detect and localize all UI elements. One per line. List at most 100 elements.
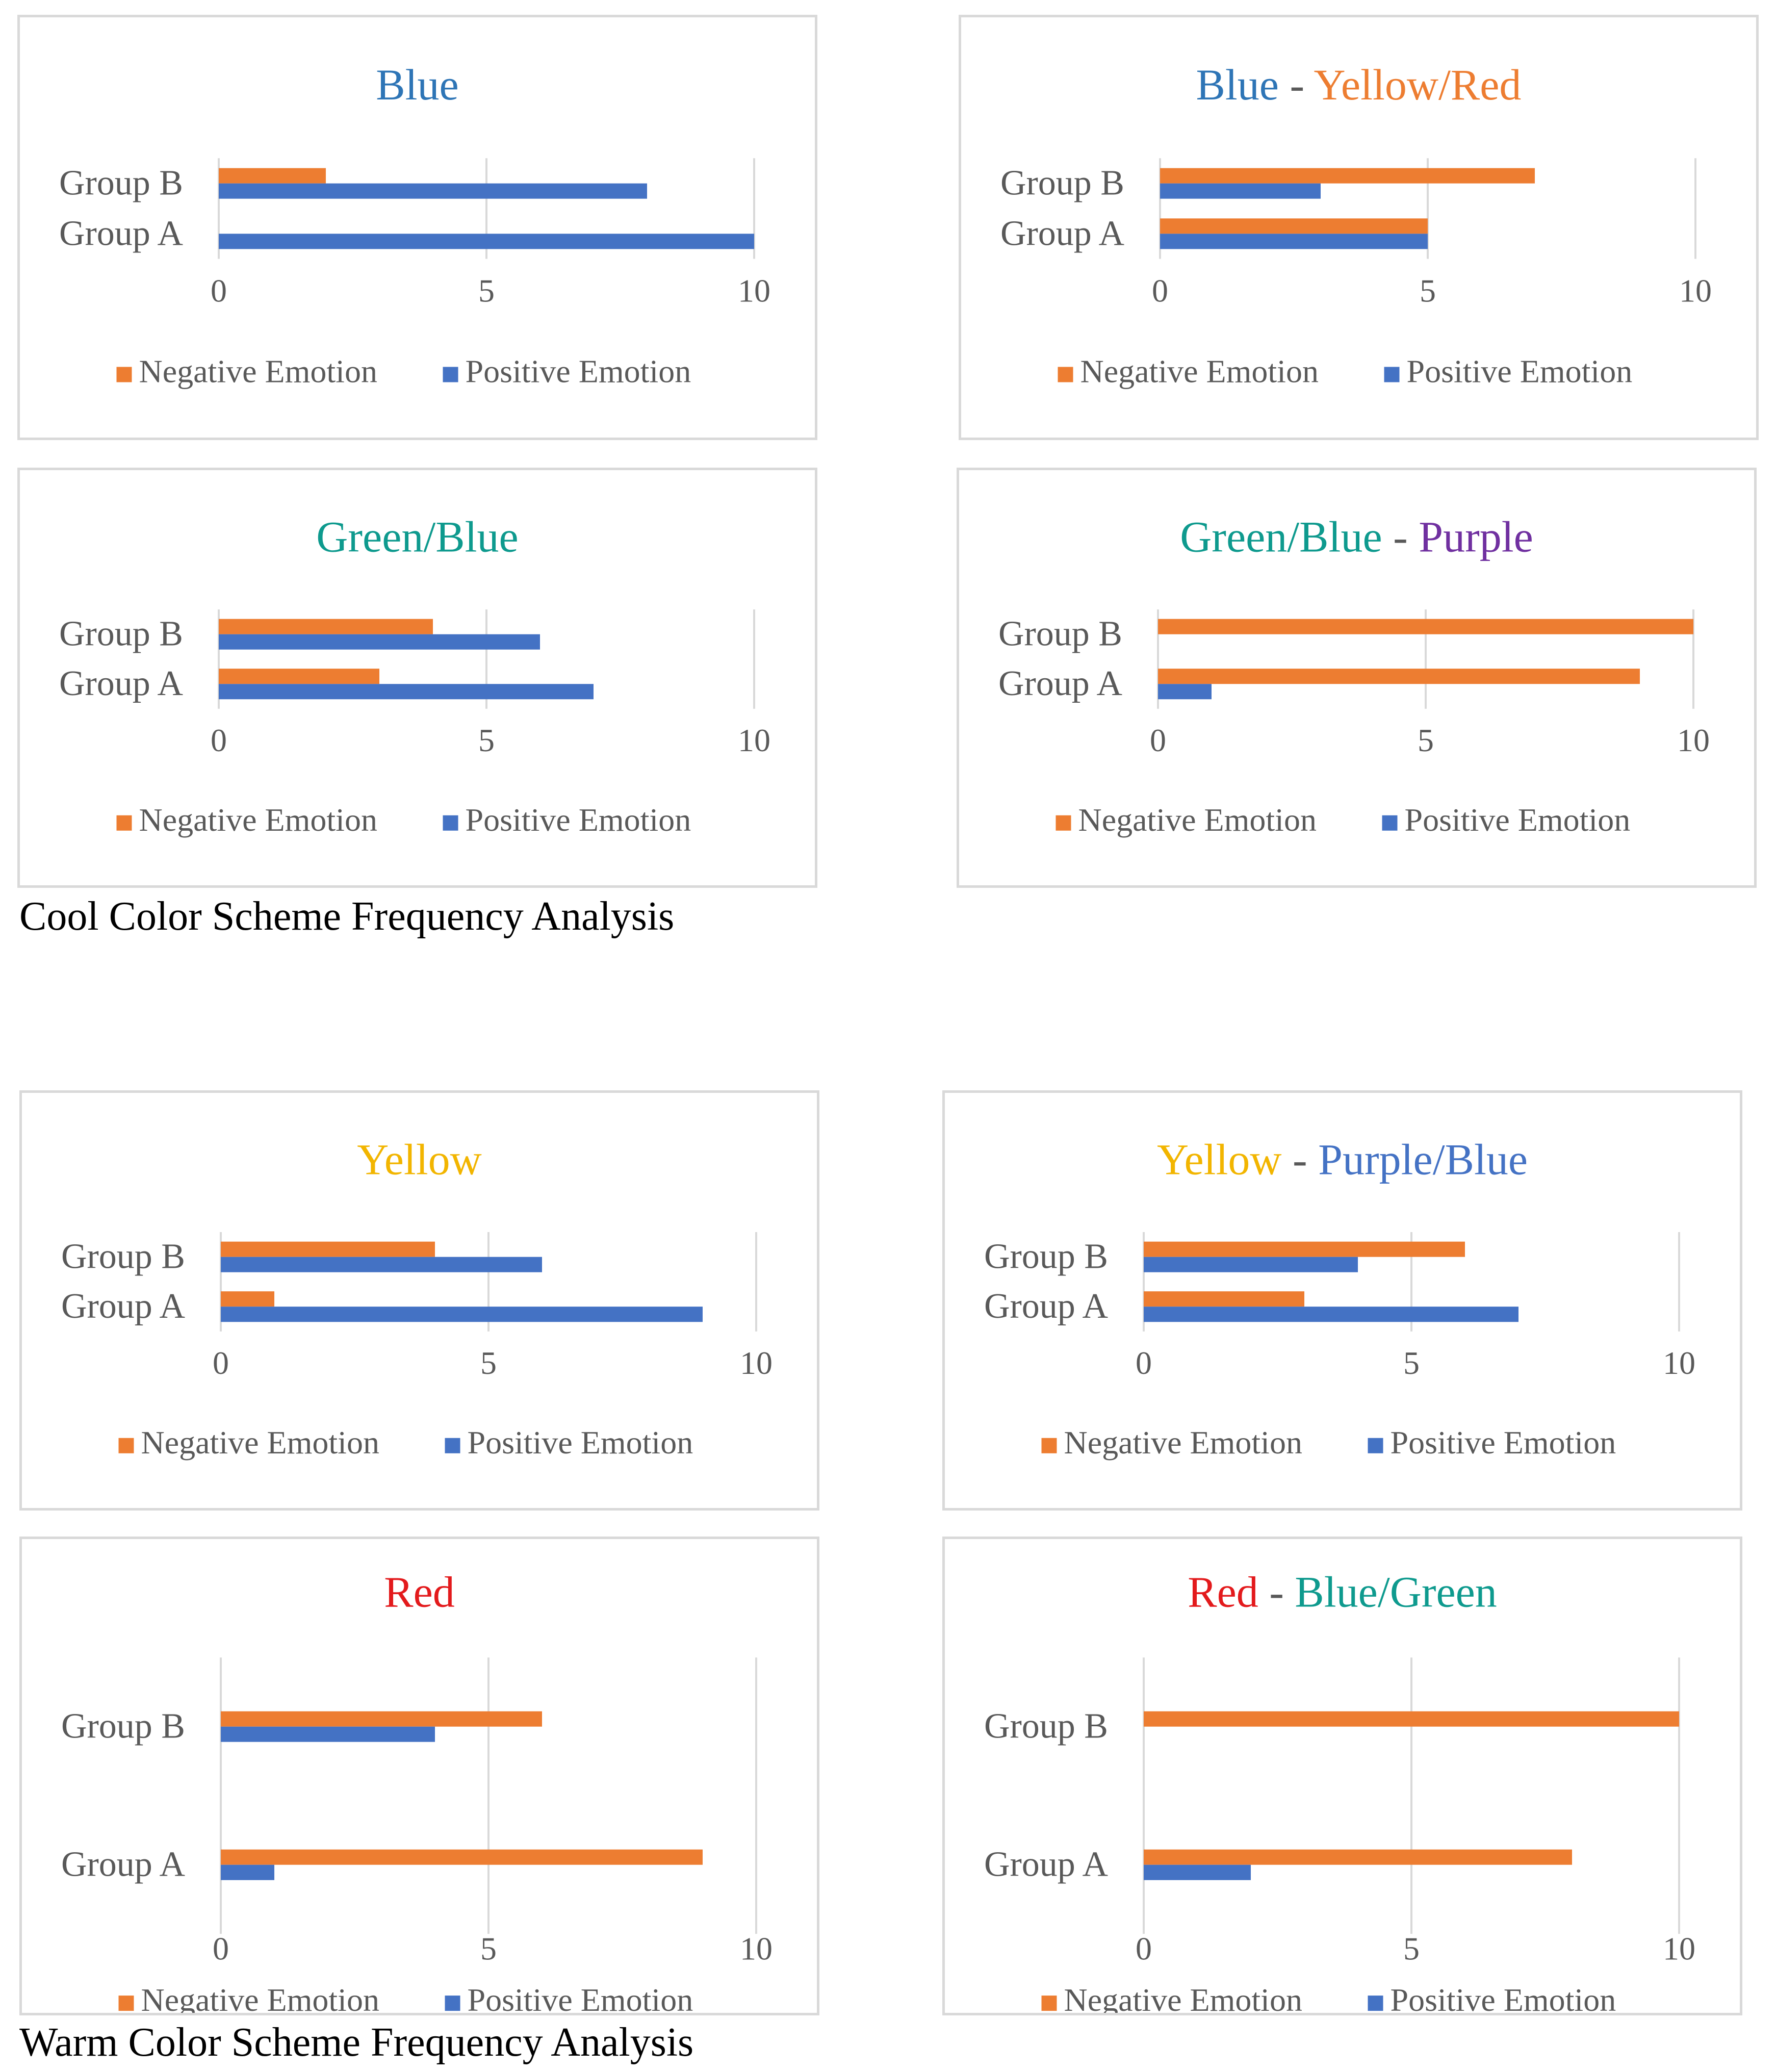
chart-title-part-1: - [1382, 513, 1419, 561]
legend-label-negative-emotion: Negative Emotion [141, 1424, 379, 1461]
chart-svg: Green/Blue 0 5 10 Group A Group B Negative Emo… [59, 513, 770, 838]
legend-label-positive-emotion: Positive Emotion [468, 1424, 693, 1461]
chart-title-part-1: - [1258, 1568, 1295, 1617]
cool-section-caption: Cool Color Scheme Frequency Analysis [19, 894, 675, 939]
chart-panel-red: Red 0 5 10 Group A Group B Negative Emotion Pos… [19, 1537, 819, 2015]
bar-negative-emotion-group-b [219, 619, 433, 634]
chart-title: Yellow [357, 1135, 482, 1184]
chart-title: Yellow - Purple/Blue [1157, 1135, 1528, 1184]
chart-title-part-0: Yellow [357, 1135, 482, 1184]
legend-label-positive-emotion: Positive Emotion [1407, 353, 1633, 389]
legend-label-positive-emotion: Positive Emotion [1391, 1982, 1616, 2013]
chart-title-part-0: Blue [376, 60, 458, 109]
bar-positive-emotion-group-b [1160, 183, 1321, 199]
chart-svg: Yellow 0 5 10 Group A Group B Negative Emotion… [61, 1135, 773, 1461]
bar-negative-emotion-group-a [221, 1291, 274, 1307]
category-label-group-b: Group B [59, 164, 183, 203]
category-label-group-a: Group A [59, 214, 184, 253]
chart-title-part-0: Green/Blue [316, 513, 518, 561]
legend-label-positive-emotion: Positive Emotion [466, 802, 691, 838]
legend-label-positive-emotion: Positive Emotion [468, 1982, 693, 2013]
x-tick-label-0: 0 [213, 1930, 229, 1966]
chart-panel-blue: Blue 0 5 10 Group A Group B Negative Emotion Po… [17, 15, 817, 440]
bar-negative-emotion-group-a [221, 1849, 703, 1865]
bar-negative-emotion-group-a [1144, 1849, 1572, 1865]
bar-negative-emotion-group-b [1144, 1241, 1465, 1257]
x-tick-label-5: 5 [1403, 1345, 1420, 1381]
legend-label-negative-emotion: Negative Emotion [1064, 1424, 1302, 1461]
x-tick-label-0: 0 [1136, 1930, 1152, 1966]
chart-title-part-0: Red [384, 1568, 455, 1617]
chart-svg: Red 0 5 10 Group A Group B Negative Emotion Pos… [61, 1568, 773, 2013]
chart-title: Blue [376, 60, 458, 109]
chart-svg: Blue 0 5 10 Group A Group B Negative Emotion Po… [59, 60, 770, 389]
bar-negative-emotion-group-a [1158, 669, 1640, 684]
chart-panel-red-blue-green: Red - Blue/Green 0 5 10 Group A Group B Negati… [942, 1537, 1742, 2015]
category-label-group-a: Group A [61, 1845, 186, 1884]
x-tick-label-0: 0 [211, 722, 227, 758]
chart-panel-green-blue: Green/Blue 0 5 10 Group A Group B Negative Emo… [17, 468, 817, 888]
legend-swatch-positive-emotion [1382, 815, 1398, 831]
bar-positive-emotion-group-a [221, 1864, 274, 1880]
x-tick-label-10: 10 [1677, 722, 1710, 758]
x-tick-label-0: 0 [1150, 722, 1166, 758]
legend-swatch-negative-emotion [118, 1438, 134, 1453]
category-label-group-b: Group B [59, 615, 183, 654]
bar-positive-emotion-group-b [219, 634, 540, 650]
chart-panel-yellow-purple-blue: Yellow - Purple/Blue 0 5 10 Group A Group B Ne… [942, 1090, 1742, 1511]
bar-positive-emotion-group-a [221, 1307, 703, 1322]
chart-title-part-2: Yellow/Red [1314, 60, 1521, 109]
bar-negative-emotion-group-a [1160, 218, 1428, 234]
bar-positive-emotion-group-b [221, 1726, 435, 1742]
chart-title: Red [384, 1568, 455, 1617]
legend-swatch-negative-emotion [116, 815, 132, 831]
bar-positive-emotion-group-b [1144, 1257, 1358, 1272]
category-label-group-a: Group A [984, 1287, 1109, 1326]
chart-title-part-2: Blue/Green [1295, 1568, 1497, 1617]
legend-label-positive-emotion: Positive Emotion [1405, 802, 1631, 838]
x-tick-label-5: 5 [478, 273, 495, 309]
legend-swatch-positive-emotion [1368, 1996, 1383, 2011]
legend-label-negative-emotion: Negative Emotion [139, 353, 377, 389]
category-label-group-b: Group B [984, 1237, 1108, 1276]
bar-positive-emotion-group-b [219, 183, 647, 199]
legend-label-negative-emotion: Negative Emotion [1080, 353, 1319, 389]
bar-positive-emotion-group-a [219, 234, 754, 249]
chart-title-part-0: Yellow [1157, 1135, 1282, 1184]
chart-panel-yellow: Yellow 0 5 10 Group A Group B Negative Emotion… [19, 1090, 819, 1511]
x-tick-label-0: 0 [1152, 273, 1168, 309]
chart-title: Green/Blue - Purple [1180, 513, 1533, 561]
legend-swatch-negative-emotion [118, 1996, 134, 2011]
x-tick-label-10: 10 [738, 273, 770, 309]
chart-title-part-2: Purple/Blue [1318, 1135, 1528, 1184]
chart-title-part-1: - [1282, 1135, 1319, 1184]
x-tick-label-0: 0 [211, 273, 227, 309]
x-tick-label-0: 0 [213, 1345, 229, 1381]
x-tick-label-5: 5 [1403, 1930, 1420, 1966]
legend-swatch-positive-emotion [443, 815, 458, 831]
legend-swatch-negative-emotion [1041, 1996, 1057, 2011]
chart-title-part-2: Purple [1419, 513, 1533, 561]
x-tick-label-5: 5 [1420, 273, 1436, 309]
bar-positive-emotion-group-b [221, 1257, 542, 1272]
bar-negative-emotion-group-b [221, 1241, 435, 1257]
x-tick-label-10: 10 [740, 1930, 773, 1966]
bar-positive-emotion-group-a [1144, 1864, 1251, 1880]
legend-swatch-positive-emotion [1368, 1438, 1383, 1453]
bar-negative-emotion-group-b [1160, 168, 1535, 184]
category-label-group-b: Group B [61, 1237, 185, 1276]
category-label-group-a: Group A [998, 664, 1123, 703]
legend-label-positive-emotion: Positive Emotion [1391, 1424, 1616, 1461]
chart-title: Blue - Yellow/Red [1196, 60, 1522, 109]
legend-swatch-positive-emotion [445, 1996, 460, 2011]
legend-swatch-negative-emotion [1056, 815, 1071, 831]
bar-negative-emotion-group-b [219, 168, 326, 184]
category-label-group-b: Group B [984, 1707, 1108, 1746]
bar-positive-emotion-group-a [1160, 234, 1428, 249]
legend-swatch-positive-emotion [1384, 367, 1400, 382]
bar-negative-emotion-group-a [219, 669, 379, 684]
category-label-group-b: Group B [998, 615, 1122, 654]
category-label-group-a: Group A [59, 664, 184, 703]
legend-label-negative-emotion: Negative Emotion [1078, 802, 1317, 838]
bar-negative-emotion-group-b [1158, 619, 1693, 634]
